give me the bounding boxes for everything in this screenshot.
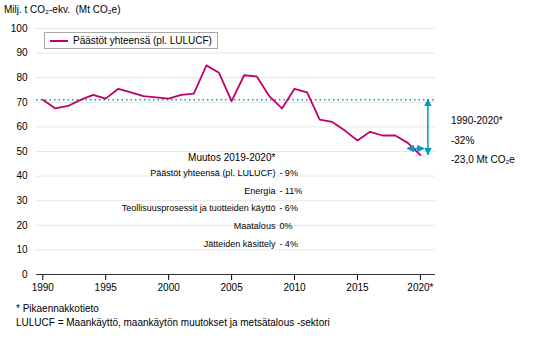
svg-text:2005: 2005 xyxy=(220,282,243,293)
svg-text:1995: 1995 xyxy=(95,282,118,293)
svg-text:Jätteiden käsittely: Jätteiden käsittely xyxy=(204,239,276,249)
svg-text:Maatalous: Maatalous xyxy=(234,221,276,231)
svg-text:60: 60 xyxy=(16,121,28,132)
svg-text:0%: 0% xyxy=(279,221,292,231)
svg-text:- 9%: - 9% xyxy=(279,168,298,178)
svg-text:100: 100 xyxy=(11,23,28,34)
svg-text:20: 20 xyxy=(16,220,28,231)
svg-text:Muutos 2019-2020*: Muutos 2019-2020* xyxy=(188,152,275,163)
html-text:Milj. t CO₂-ekv. (Mt CO₂e): Milj. t CO₂-ekv. (Mt CO₂e) xyxy=(4,4,121,15)
svg-text:- 11%: - 11% xyxy=(279,186,302,196)
svg-text:2000: 2000 xyxy=(158,282,181,293)
svg-text:2015: 2015 xyxy=(346,282,369,293)
svg-text:70: 70 xyxy=(16,97,28,108)
svg-text:1990: 1990 xyxy=(32,282,55,293)
svg-text:- 6%: - 6% xyxy=(279,203,298,213)
svg-text:0: 0 xyxy=(22,269,28,280)
svg-text:2010: 2010 xyxy=(283,282,306,293)
svg-text:- 4%: - 4% xyxy=(279,239,298,249)
svg-text:90: 90 xyxy=(16,47,28,58)
svg-text:2020*: 2020* xyxy=(407,282,433,293)
html-text:Päästöt yhteensä (pl. LULUCF): Päästöt yhteensä (pl. LULUCF) xyxy=(73,35,212,46)
svg-text:10: 10 xyxy=(16,244,28,255)
svg-text:Energia: Energia xyxy=(244,186,275,196)
svg-text:1990-2020*: 1990-2020* xyxy=(451,115,503,126)
svg-text:80: 80 xyxy=(16,72,28,83)
html-text:LULUCF = Maankäyttö, maankäytö: LULUCF = Maankäyttö, maankäytön muutokse… xyxy=(16,317,330,328)
svg-text:30: 30 xyxy=(16,195,28,206)
html-text:* Pikaennakkotieto: * Pikaennakkotieto xyxy=(16,303,99,314)
svg-text:Teollisuusprosessit ja tuottei: Teollisuusprosessit ja tuotteiden käyttö xyxy=(122,203,276,213)
svg-text:-32%: -32% xyxy=(451,135,474,146)
svg-text:50: 50 xyxy=(16,146,28,157)
svg-text:Päästöt yhteensä (pl. LULUCF): Päästöt yhteensä (pl. LULUCF) xyxy=(150,168,275,178)
svg-text:40: 40 xyxy=(16,170,28,181)
svg-text:-23,0 Mt CO₂e: -23,0 Mt CO₂e xyxy=(451,154,515,165)
